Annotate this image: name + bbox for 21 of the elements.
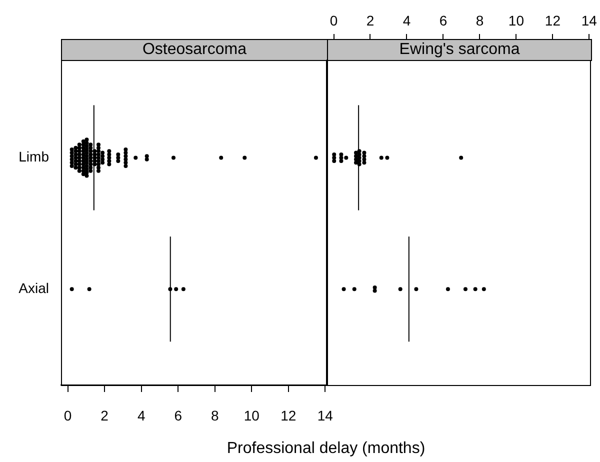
x-tick-label: 4 bbox=[402, 12, 411, 28]
x-tick-label: 12 bbox=[544, 12, 561, 28]
x-tick-label: 10 bbox=[508, 12, 524, 28]
y-tick-label: Axial bbox=[18, 280, 49, 296]
x-tick-label: 10 bbox=[244, 407, 260, 424]
x-tick-label: 6 bbox=[439, 12, 448, 28]
chart-title: Osteosarcoma bbox=[61, 39, 328, 61]
y-tick-label: Limb bbox=[18, 148, 50, 165]
x-tick-label: 0 bbox=[64, 407, 72, 424]
x-axis-title: Professional delay (months) bbox=[226, 440, 426, 458]
x-tick-label: 4 bbox=[137, 407, 146, 424]
x-tick-label: 12 bbox=[280, 407, 296, 424]
x-tick-label: 0 bbox=[330, 12, 338, 28]
x-tick-label: 14 bbox=[317, 407, 334, 424]
x-tick-label: 2 bbox=[366, 12, 374, 28]
x-tick-label: 8 bbox=[476, 12, 484, 28]
x-tick-label: 8 bbox=[210, 407, 219, 424]
x-tick-label: 2 bbox=[100, 407, 109, 424]
chart-title: Ewing's sarcoma bbox=[327, 39, 592, 61]
x-tick-label: 14 bbox=[581, 12, 598, 28]
x-tick-label: 6 bbox=[174, 407, 182, 424]
